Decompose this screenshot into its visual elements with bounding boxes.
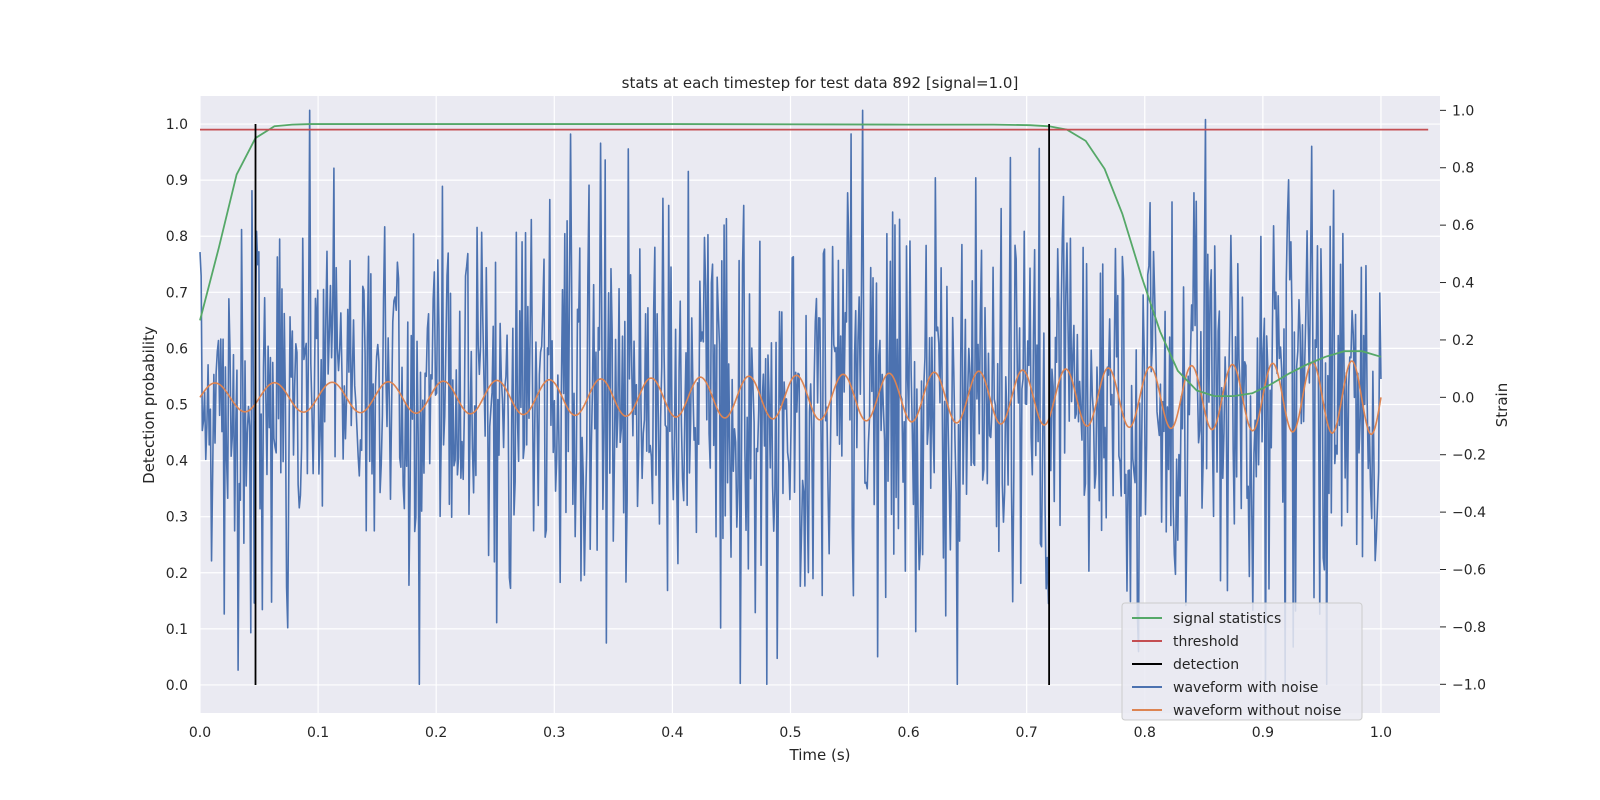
left-y-tick-label: 0.5 [166,398,188,414]
legend-label-signal-statistics: signal statistics [1173,611,1281,627]
x-tick-label: 0.6 [897,725,919,741]
x-tick-label: 0.3 [543,725,565,741]
right-y-tick-label: −0.8 [1452,620,1486,636]
right-y-tick-label: 0.6 [1452,218,1474,234]
left-y-tick-label: 0.0 [166,678,188,694]
left-y-tick-label: 0.6 [166,341,188,357]
right-y-tick-label: 0.4 [1452,276,1474,292]
right-y-tick-label: −0.6 [1452,563,1486,579]
right-y-tick-label: 0.8 [1452,161,1474,177]
right-y-axis-ticks: −1.0 −0.8 −0.6 −0.4 −0.2 0.0 0.2 0.4 0.6 0.8 1.0 [1440,103,1486,693]
x-tick-label: 0.9 [1252,725,1274,741]
right-y-tick-label: 0.2 [1452,333,1474,349]
x-tick-label: 1.0 [1370,725,1392,741]
x-tick-label: 0.7 [1016,725,1038,741]
x-tick-label: 0.5 [779,725,801,741]
left-y-tick-label: 0.8 [166,229,188,245]
legend-label-waveform-without-noise: waveform without noise [1173,703,1341,719]
left-y-tick-label: 0.2 [166,566,188,582]
series-layer [199,109,1429,686]
left-y-tick-label: 0.4 [166,454,188,470]
right-y-tick-label: −0.2 [1452,448,1486,464]
chart-title: stats at each timestep for test data 892… [622,74,1019,92]
legend-label-waveform-with-noise: waveform with noise [1173,680,1318,696]
x-tick-label: 0.2 [425,725,447,741]
right-y-tick-label: 1.0 [1452,103,1474,119]
left-y-tick-label: 0.3 [166,510,188,526]
right-y-tick-label: −1.0 [1452,677,1486,693]
x-tick-label: 0.1 [307,725,329,741]
left-y-tick-label: 0.9 [166,173,188,189]
waveform-without-noise-line [199,360,1382,436]
left-y-tick-label: 0.1 [166,622,188,638]
legend: signal statistics threshold detection wavef… [1121,602,1363,721]
right-y-tick-label: 0.0 [1452,390,1474,406]
x-axis-label: Time (s) [789,746,851,764]
left-y-axis-ticks: 0.0 0.1 0.2 0.3 0.4 0.5 0.6 0.7 0.8 0.9 1.0 [166,117,188,694]
left-y-tick-label: 1.0 [166,117,188,133]
legend-box [1121,602,1363,721]
signal-statistics-line [199,123,1382,397]
x-tick-label: 0.0 [189,725,211,741]
right-y-axis-label: Strain [1493,383,1511,427]
left-y-tick-label: 0.7 [166,285,188,301]
legend-label-detection: detection [1173,657,1239,673]
x-tick-label: 0.8 [1134,725,1156,741]
legend-label-threshold: threshold [1173,634,1239,650]
left-y-axis-label: Detection probability [140,326,158,484]
waveform-with-noise-line [199,109,1382,686]
x-tick-label: 0.4 [661,725,683,741]
x-axis-ticks: 0.0 0.1 0.2 0.3 0.4 0.5 0.6 0.7 0.8 0.9 1.0 [189,725,1392,741]
right-y-tick-label: −0.4 [1452,505,1486,521]
